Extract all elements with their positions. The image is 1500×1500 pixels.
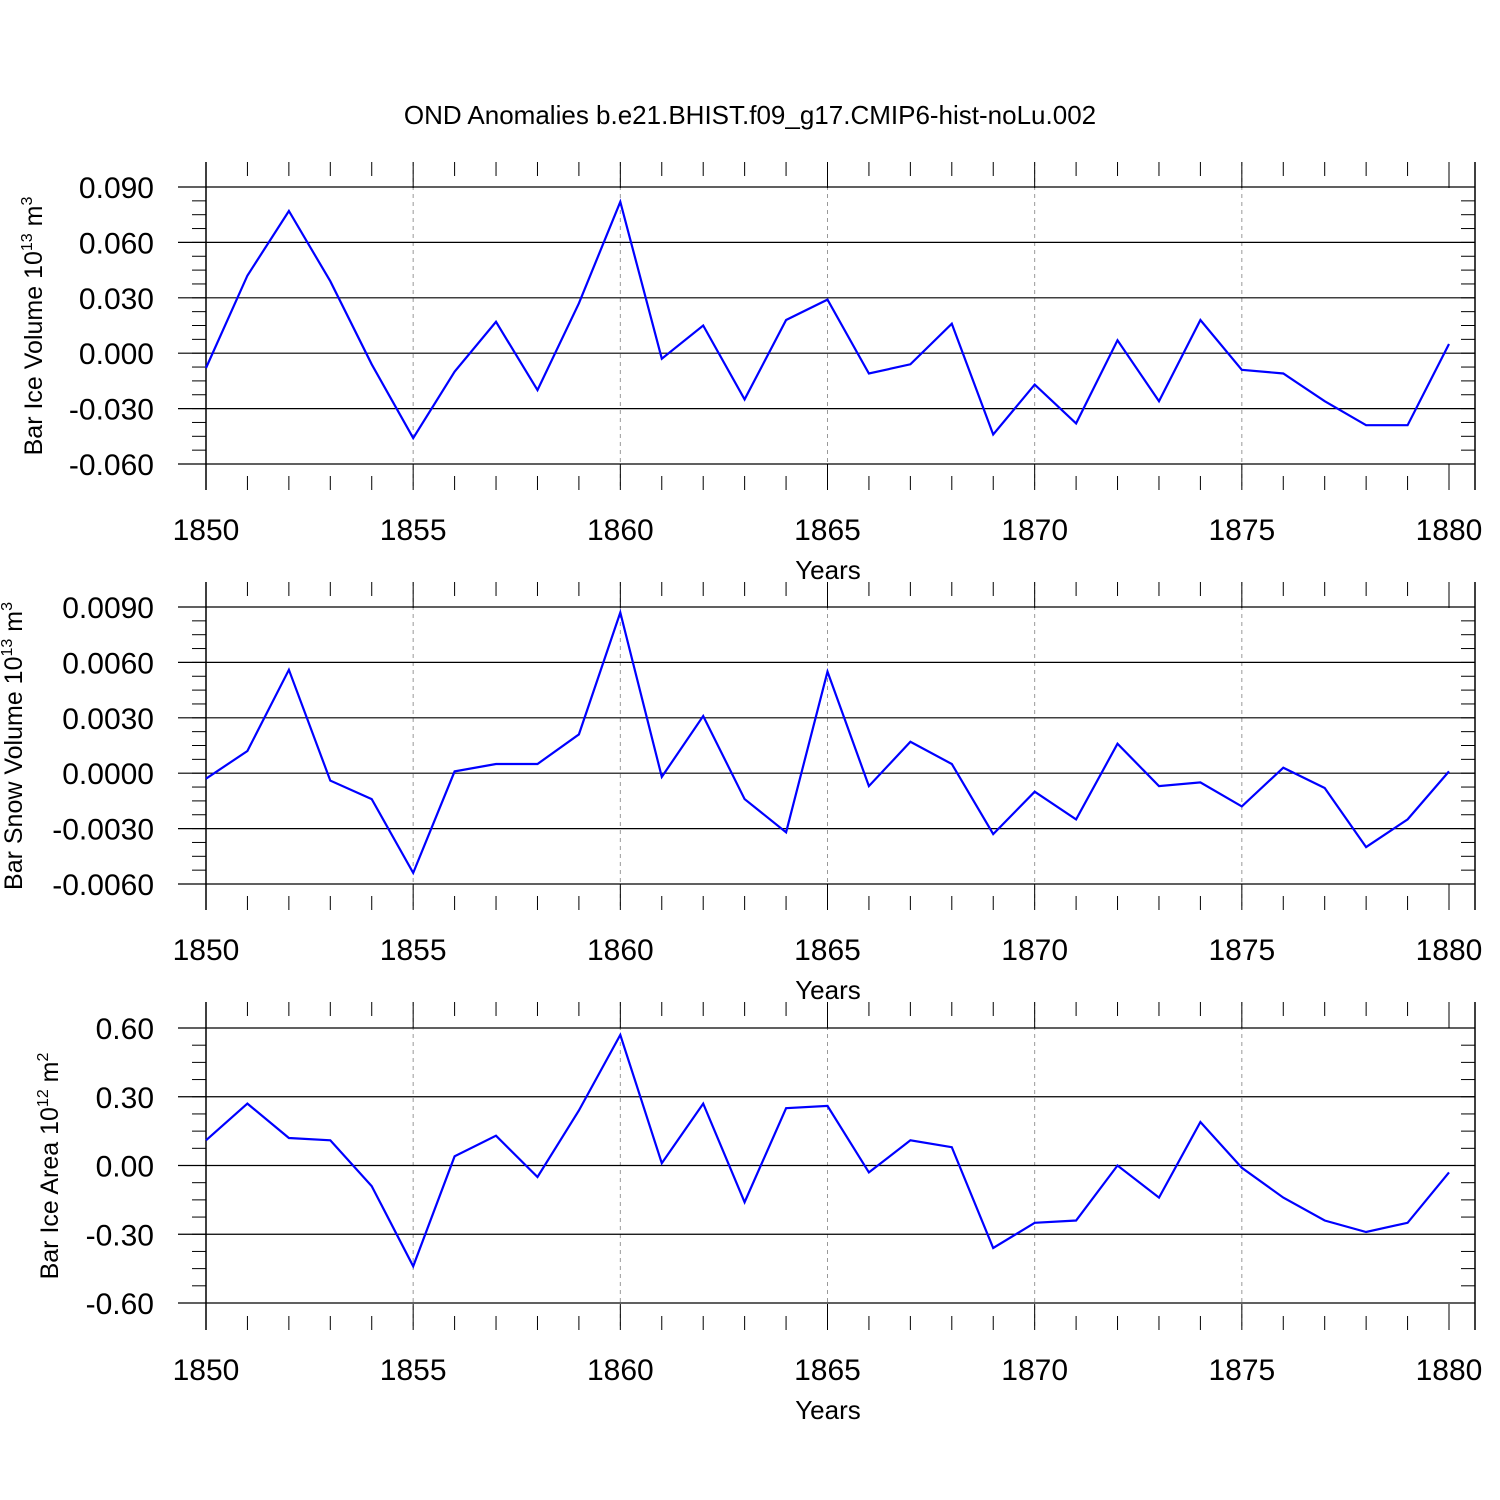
x-axis-label: Years — [795, 555, 861, 585]
y-tick-label: -0.060 — [69, 449, 154, 482]
x-tick-label: 1870 — [1001, 934, 1068, 967]
x-tick-label: 1860 — [587, 934, 654, 967]
y-axis-label: Bar Snow Volume 1013 m3 — [0, 602, 28, 890]
y-tick-label: 0.0000 — [62, 758, 154, 791]
x-tick-label: 1865 — [794, 514, 861, 547]
series-line — [205, 1032, 1450, 1270]
x-tick-label: 1865 — [794, 1354, 861, 1387]
y-tick-label: 0.00 — [96, 1151, 154, 1184]
x-tick-label: 1850 — [173, 1354, 240, 1387]
x-tick-label: 1880 — [1416, 934, 1483, 967]
x-tick-label: 1860 — [587, 514, 654, 547]
panel-1: 0.090 0.060 0.030 0.000 -0.030 -0.060 1850 1855… — [19, 162, 1482, 585]
x-tick-label: 1875 — [1208, 934, 1275, 967]
x-tick-label: 1855 — [380, 514, 447, 547]
y-tick-label: 0.60 — [96, 1013, 154, 1046]
y-tick-label: 0.000 — [79, 338, 154, 371]
x-tick-label: 1875 — [1208, 514, 1275, 547]
y-axis-label: Bar Ice Area 1012 m2 — [35, 1053, 64, 1280]
y-tick-label: -0.30 — [86, 1219, 154, 1252]
panels: 0.090 0.060 0.030 0.000 -0.030 -0.060 1850 1855… — [0, 162, 1482, 1425]
x-axis-label: Years — [795, 975, 861, 1005]
panel-2: 0.0090 0.0060 0.0030 0.0000 -0.0030 -0.0060 18… — [0, 582, 1482, 1005]
chart-title: OND Anomalies b.e21.BHIST.f09_g17.CMIP6-… — [404, 100, 1096, 130]
x-tick-label: 1870 — [1001, 514, 1068, 547]
x-tick-label: 1880 — [1416, 514, 1483, 547]
x-tick-label: 1855 — [380, 1354, 447, 1387]
y-axis-label: Bar Ice Volume 1013 m3 — [19, 197, 48, 456]
series-line — [204, 198, 1450, 441]
y-tick-label: -0.0060 — [52, 869, 154, 902]
x-tick-label: 1850 — [173, 514, 240, 547]
y-tick-label: 0.0060 — [62, 647, 154, 680]
y-tick-label: -0.0030 — [52, 814, 154, 847]
y-tick-label: 0.0090 — [62, 592, 154, 625]
y-tick-label: -0.030 — [69, 394, 154, 427]
y-tick-label: 0.030 — [79, 283, 154, 316]
x-tick-label: 1880 — [1416, 1354, 1483, 1387]
panel-3: 0.60 0.30 0.00 -0.30 -0.60 1850 1855 1860 1865 18… — [35, 1002, 1482, 1425]
x-tick-label: 1875 — [1208, 1354, 1275, 1387]
y-tick-label: 0.090 — [79, 172, 154, 205]
x-tick-label: 1865 — [794, 934, 861, 967]
x-axis-label: Years — [795, 1395, 861, 1425]
x-tick-label: 1860 — [587, 1354, 654, 1387]
y-tick-label: 0.060 — [79, 227, 154, 260]
y-tick-label: 0.0030 — [62, 703, 154, 736]
x-tick-label: 1850 — [173, 934, 240, 967]
x-tick-label: 1855 — [380, 934, 447, 967]
y-tick-label: 0.30 — [96, 1082, 154, 1115]
x-tick-label: 1870 — [1001, 1354, 1068, 1387]
series-line — [205, 608, 1450, 876]
y-tick-label: -0.60 — [86, 1288, 154, 1321]
